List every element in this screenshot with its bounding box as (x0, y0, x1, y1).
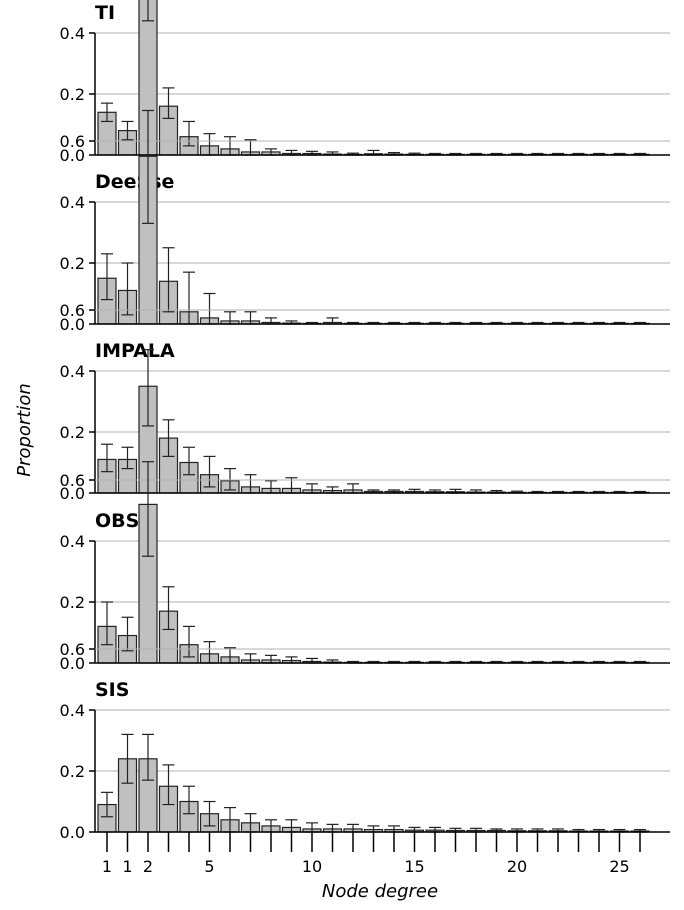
y-tick-label: 0.2 (60, 254, 85, 273)
y-tick-label: 0.6 (60, 471, 85, 490)
y-tick-label: 0.4 (60, 24, 85, 43)
y-axis-title: Proportion (14, 383, 35, 477)
y-tick-label: 0.6 (60, 132, 85, 151)
x-tick-label: 1 (102, 857, 112, 876)
y-tick-label: 0.6 (60, 640, 85, 659)
panel-impala: IMPALA 0.0 0.2 0.4 0.6 (60, 301, 670, 503)
x-tick-label: 2 (143, 857, 153, 876)
y-tick-label: 0.4 (60, 193, 85, 212)
x-tick-label: 10 (302, 857, 322, 876)
panels-group: TI 0.0 0.2 0.4 0.6 DeeSse 0.0 0.2 0.4 0.6 IMPALA 0.… (60, 0, 670, 842)
panel-title: TI (95, 2, 115, 24)
x-tick-label: 15 (404, 857, 424, 876)
x-tick-label: 25 (609, 857, 629, 876)
panel-deesse: DeeSse 0.0 0.2 0.4 0.6 (60, 109, 670, 334)
y-tick-label: 0.2 (60, 423, 85, 442)
y-tick-label: 0.0 (60, 146, 85, 165)
x-tick-label: 5 (204, 857, 214, 876)
x-tick-label: 1 (122, 857, 132, 876)
y-tick-label: 0.2 (60, 593, 85, 612)
panel-ti: TI 0.0 0.2 0.4 0.6 (60, 0, 670, 165)
x-tick-label: 20 (507, 857, 527, 876)
y-tick-label: 0.4 (60, 362, 85, 381)
panel-title: SIS (95, 679, 129, 701)
y-tick-label: 0.2 (60, 85, 85, 104)
y-tick-label: 0.6 (60, 301, 85, 320)
x-axis-title: Node degree (322, 881, 438, 902)
y-tick-label: 0.4 (60, 701, 85, 720)
panel-obs: OBS 0.0 0.2 0.4 0.6 (60, 461, 670, 673)
x-axis: 1 1 2 5 10 15 20 25 (102, 832, 641, 876)
y-tick-label: 0.0 (60, 315, 85, 334)
y-tick-label: 0.0 (60, 654, 85, 673)
y-tick-label: 0.4 (60, 532, 85, 551)
y-tick-label: 0.0 (60, 823, 85, 842)
panel-title: OBS (95, 510, 139, 532)
y-tick-label: 0.2 (60, 762, 85, 781)
panel-title: IMPALA (95, 340, 175, 362)
y-tick-label: 0.0 (60, 484, 85, 503)
panel-title: DeeSse (95, 171, 174, 193)
panel-sis: SIS 0.0 0.2 0.4 0.6 (60, 640, 670, 842)
